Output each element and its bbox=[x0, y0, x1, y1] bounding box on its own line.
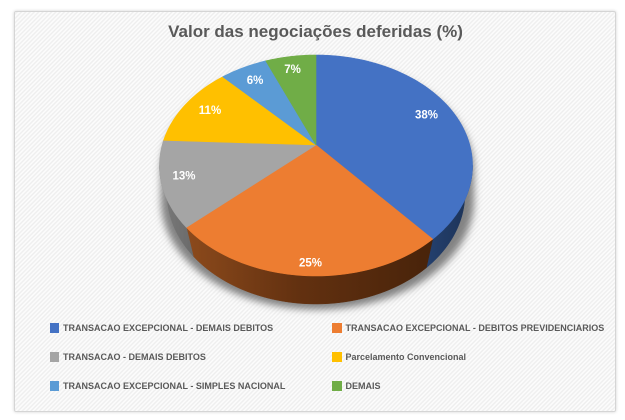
svg-text:7%: 7% bbox=[284, 64, 301, 76]
svg-text:25%: 25% bbox=[299, 258, 322, 270]
svg-text:6%: 6% bbox=[247, 75, 264, 87]
svg-text:13%: 13% bbox=[172, 171, 195, 183]
svg-text:38%: 38% bbox=[415, 109, 438, 121]
svg-text:11%: 11% bbox=[199, 105, 221, 117]
